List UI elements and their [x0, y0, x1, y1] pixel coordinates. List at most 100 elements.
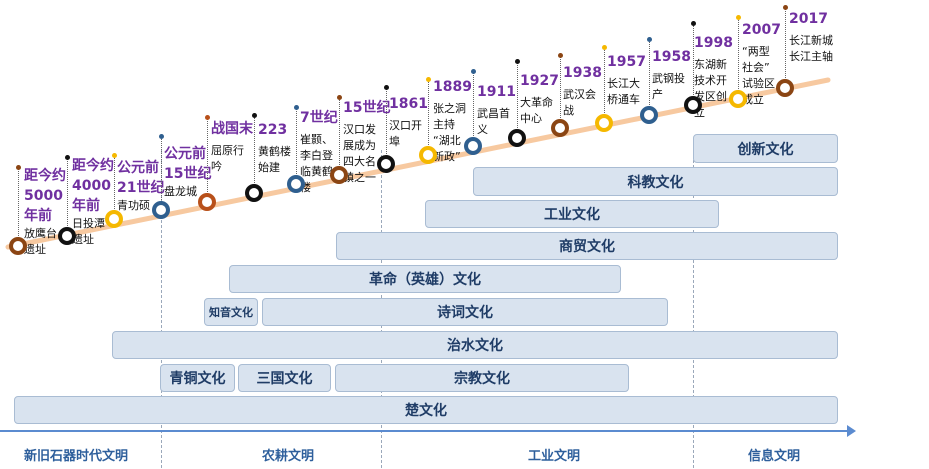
era-axis-arrow [847, 425, 856, 437]
era-label-agricultural: 农耕文明 [262, 449, 315, 464]
bar-industrial-culture: 工业文化 [425, 200, 719, 228]
event-year: 1861 [389, 96, 428, 112]
event-description: 青功硕 [117, 199, 150, 212]
era-label-information: 信息文明 [748, 449, 801, 464]
event-node [105, 210, 123, 228]
event-leader-dot [426, 77, 431, 82]
era-label-industrial: 工业文明 [528, 449, 581, 464]
event-node [508, 129, 526, 147]
event-description: 东湖新 技术开 发区创 立 [694, 58, 727, 119]
bar-chu-culture: 楚文化 [14, 396, 838, 424]
event-node [684, 96, 702, 114]
event-node [198, 193, 216, 211]
event-node [729, 90, 747, 108]
event-description: 张之洞 主持 “湖北 新政” [433, 102, 466, 163]
bar-poetry-culture: 诗词文化 [262, 298, 668, 326]
era-divider [161, 150, 162, 468]
bar-religion-culture: 宗教文化 [335, 364, 629, 392]
event-description: 武汉会 战 [563, 88, 596, 117]
event-year: 距今约 4000 年前 [72, 158, 114, 214]
bar-flood-control-culture: 治水文化 [112, 331, 838, 359]
event-description: 大革命 中心 [520, 96, 553, 125]
event-description: 放鹰台 遗址 [24, 227, 57, 256]
event-description: 盘龙城 [164, 185, 197, 198]
era-divider [693, 150, 694, 468]
event-year: 1927 [520, 73, 559, 89]
event-description: 汉口开 埠 [389, 119, 422, 148]
era-label-stone-age: 新旧石器时代文明 [24, 449, 129, 464]
event-leader-line [428, 80, 429, 155]
event-leader-line [18, 168, 19, 246]
event-year: 1998 [694, 35, 733, 51]
event-leader-line [114, 156, 115, 219]
event-node [58, 227, 76, 245]
bar-three-kingdoms-culture: 三国文化 [238, 364, 331, 392]
event-node [464, 137, 482, 155]
era-axis [0, 430, 850, 432]
event-leader-line [339, 98, 340, 175]
event-description: 武钢投 产 [652, 72, 685, 101]
event-node [152, 201, 170, 219]
event-leader-dot [159, 134, 164, 139]
event-description: 武昌首 义 [477, 107, 510, 136]
event-leader-line [785, 8, 786, 88]
event-year: 1938 [563, 65, 602, 81]
event-description: 日投潭 遗址 [72, 217, 105, 246]
event-node [9, 237, 27, 255]
event-year: 2017 [789, 11, 828, 27]
event-description: 长江大 桥通车 [607, 77, 640, 106]
bar-innovation-culture: 创新文化 [693, 134, 838, 163]
event-leader-line [296, 108, 297, 184]
event-node [551, 119, 569, 137]
event-description: 屈原行 吟 [211, 144, 244, 173]
event-description: 汉口发 展成为 四大名 镇之一 [343, 123, 376, 184]
event-description: 崔颢、 李白登 临黄鹤 楼 [300, 133, 333, 194]
event-leader-dot [647, 37, 652, 42]
event-leader-line [693, 24, 694, 105]
event-leader-dot [294, 105, 299, 110]
event-leader-dot [337, 95, 342, 100]
event-year: 7世纪 [300, 110, 338, 126]
event-leader-dot [515, 59, 520, 64]
event-leader-dot [558, 53, 563, 58]
event-year: 1911 [477, 84, 516, 100]
event-leader-dot [602, 45, 607, 50]
event-description: 黄鹤楼 始建 [258, 145, 291, 174]
event-node [287, 175, 305, 193]
event-year: 1957 [607, 54, 646, 70]
event-leader-dot [112, 153, 117, 158]
event-description: 长江新城 长江主轴 [789, 34, 833, 63]
event-year: 1889 [433, 79, 472, 95]
event-leader-dot [205, 115, 210, 120]
event-year: 距今约 5000 年前 [24, 168, 66, 224]
bar-bronze-culture: 青铜文化 [160, 364, 235, 392]
bar-commerce-culture: 商贸文化 [336, 232, 838, 260]
event-year: 223 [258, 122, 288, 138]
event-leader-line [560, 56, 561, 128]
event-year: 1958 [652, 49, 691, 65]
event-leader-line [254, 116, 255, 193]
event-year: 15世纪 [343, 100, 391, 116]
event-year: 2007 [742, 22, 781, 38]
event-leader-line [738, 18, 739, 99]
bar-zhiyin-culture: 知音文化 [204, 298, 258, 326]
event-leader-dot [471, 69, 476, 74]
event-leader-dot [384, 85, 389, 90]
event-leader-dot [252, 113, 257, 118]
event-node [776, 79, 794, 97]
bar-science-education-culture: 科教文化 [473, 167, 838, 196]
event-leader-line [207, 118, 208, 202]
event-leader-line [649, 40, 650, 115]
event-year: 公元前 21世纪 [117, 160, 165, 196]
event-leader-line [386, 88, 387, 164]
event-node [330, 166, 348, 184]
event-leader-dot [65, 155, 70, 160]
event-node [377, 155, 395, 173]
event-leader-line [161, 137, 162, 210]
event-node [419, 146, 437, 164]
event-leader-dot [16, 165, 21, 170]
bar-revolution-culture: 革命（英雄）文化 [229, 265, 621, 293]
event-year: 战国末 [211, 121, 253, 137]
event-node [245, 184, 263, 202]
